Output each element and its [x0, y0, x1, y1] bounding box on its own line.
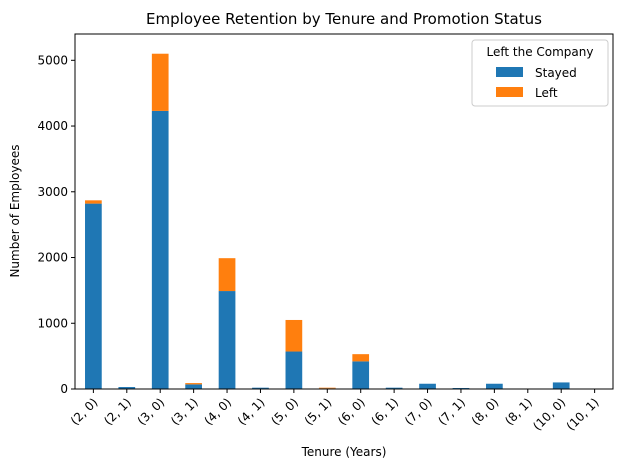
y-tick-label: 1000 [37, 316, 68, 330]
x-tick-label: (2, 0) [68, 395, 101, 428]
x-tick-label: (4, 0) [201, 395, 234, 428]
x-tick-label: (2, 1) [101, 395, 134, 428]
y-axis: 0 1000 2000 3000 4000 5000 [37, 53, 75, 396]
y-tick-label: 5000 [37, 53, 68, 67]
x-tick-label: (8, 0) [469, 395, 502, 428]
x-tick-label: (7, 1) [435, 395, 468, 428]
legend-label-left: Left [535, 86, 558, 100]
x-tick-label: (3, 0) [135, 395, 168, 428]
bar-stayed-12 [486, 384, 503, 389]
y-tick-label: 3000 [37, 185, 68, 199]
bar-left-4 [219, 258, 236, 291]
x-tick-label: (6, 0) [335, 395, 368, 428]
x-tick-label: (5, 0) [268, 395, 301, 428]
y-axis-label: Number of Employees [8, 144, 22, 277]
y-tick-label: 2000 [37, 251, 68, 265]
bar-stayed-2 [152, 111, 169, 389]
legend-title: Left the Company [487, 45, 594, 59]
x-axis: (2, 0)(2, 1)(3, 0)(3, 1)(4, 0)(4, 1)(5, … [68, 389, 602, 433]
bar-left-6 [286, 320, 303, 352]
x-tick-label: (6, 1) [369, 395, 402, 428]
x-tick-label: (5, 1) [302, 395, 335, 428]
bar-stayed-14 [553, 382, 570, 389]
bar-left-0 [85, 200, 102, 203]
bar-stayed-8 [352, 361, 369, 389]
x-tick-label: (7, 0) [402, 395, 435, 428]
y-tick-label: 4000 [37, 119, 68, 133]
bar-left-3 [185, 383, 202, 384]
legend-swatch-stayed [496, 67, 523, 77]
legend-swatch-left [496, 87, 523, 97]
x-tick-label: (3, 1) [168, 395, 201, 428]
bar-stayed-10 [419, 384, 436, 389]
chart-title: Employee Retention by Tenure and Promoti… [146, 10, 542, 28]
bar-stayed-0 [85, 204, 102, 389]
x-tick-label: (10, 0) [530, 395, 568, 433]
x-axis-label: Tenure (Years) [301, 445, 387, 459]
x-tick-label: (4, 1) [235, 395, 268, 428]
x-tick-label: (10, 1) [564, 395, 602, 433]
bar-left-7 [319, 388, 336, 389]
bar-left-8 [352, 354, 369, 361]
bar-stayed-6 [286, 352, 303, 389]
legend-label-stayed: Stayed [535, 66, 577, 80]
legend: Left the Company Stayed Left [472, 40, 608, 106]
bar-left-2 [152, 54, 169, 111]
y-tick-label: 0 [60, 382, 68, 396]
bar-stayed-4 [219, 291, 236, 389]
bar-stayed-3 [185, 384, 202, 389]
